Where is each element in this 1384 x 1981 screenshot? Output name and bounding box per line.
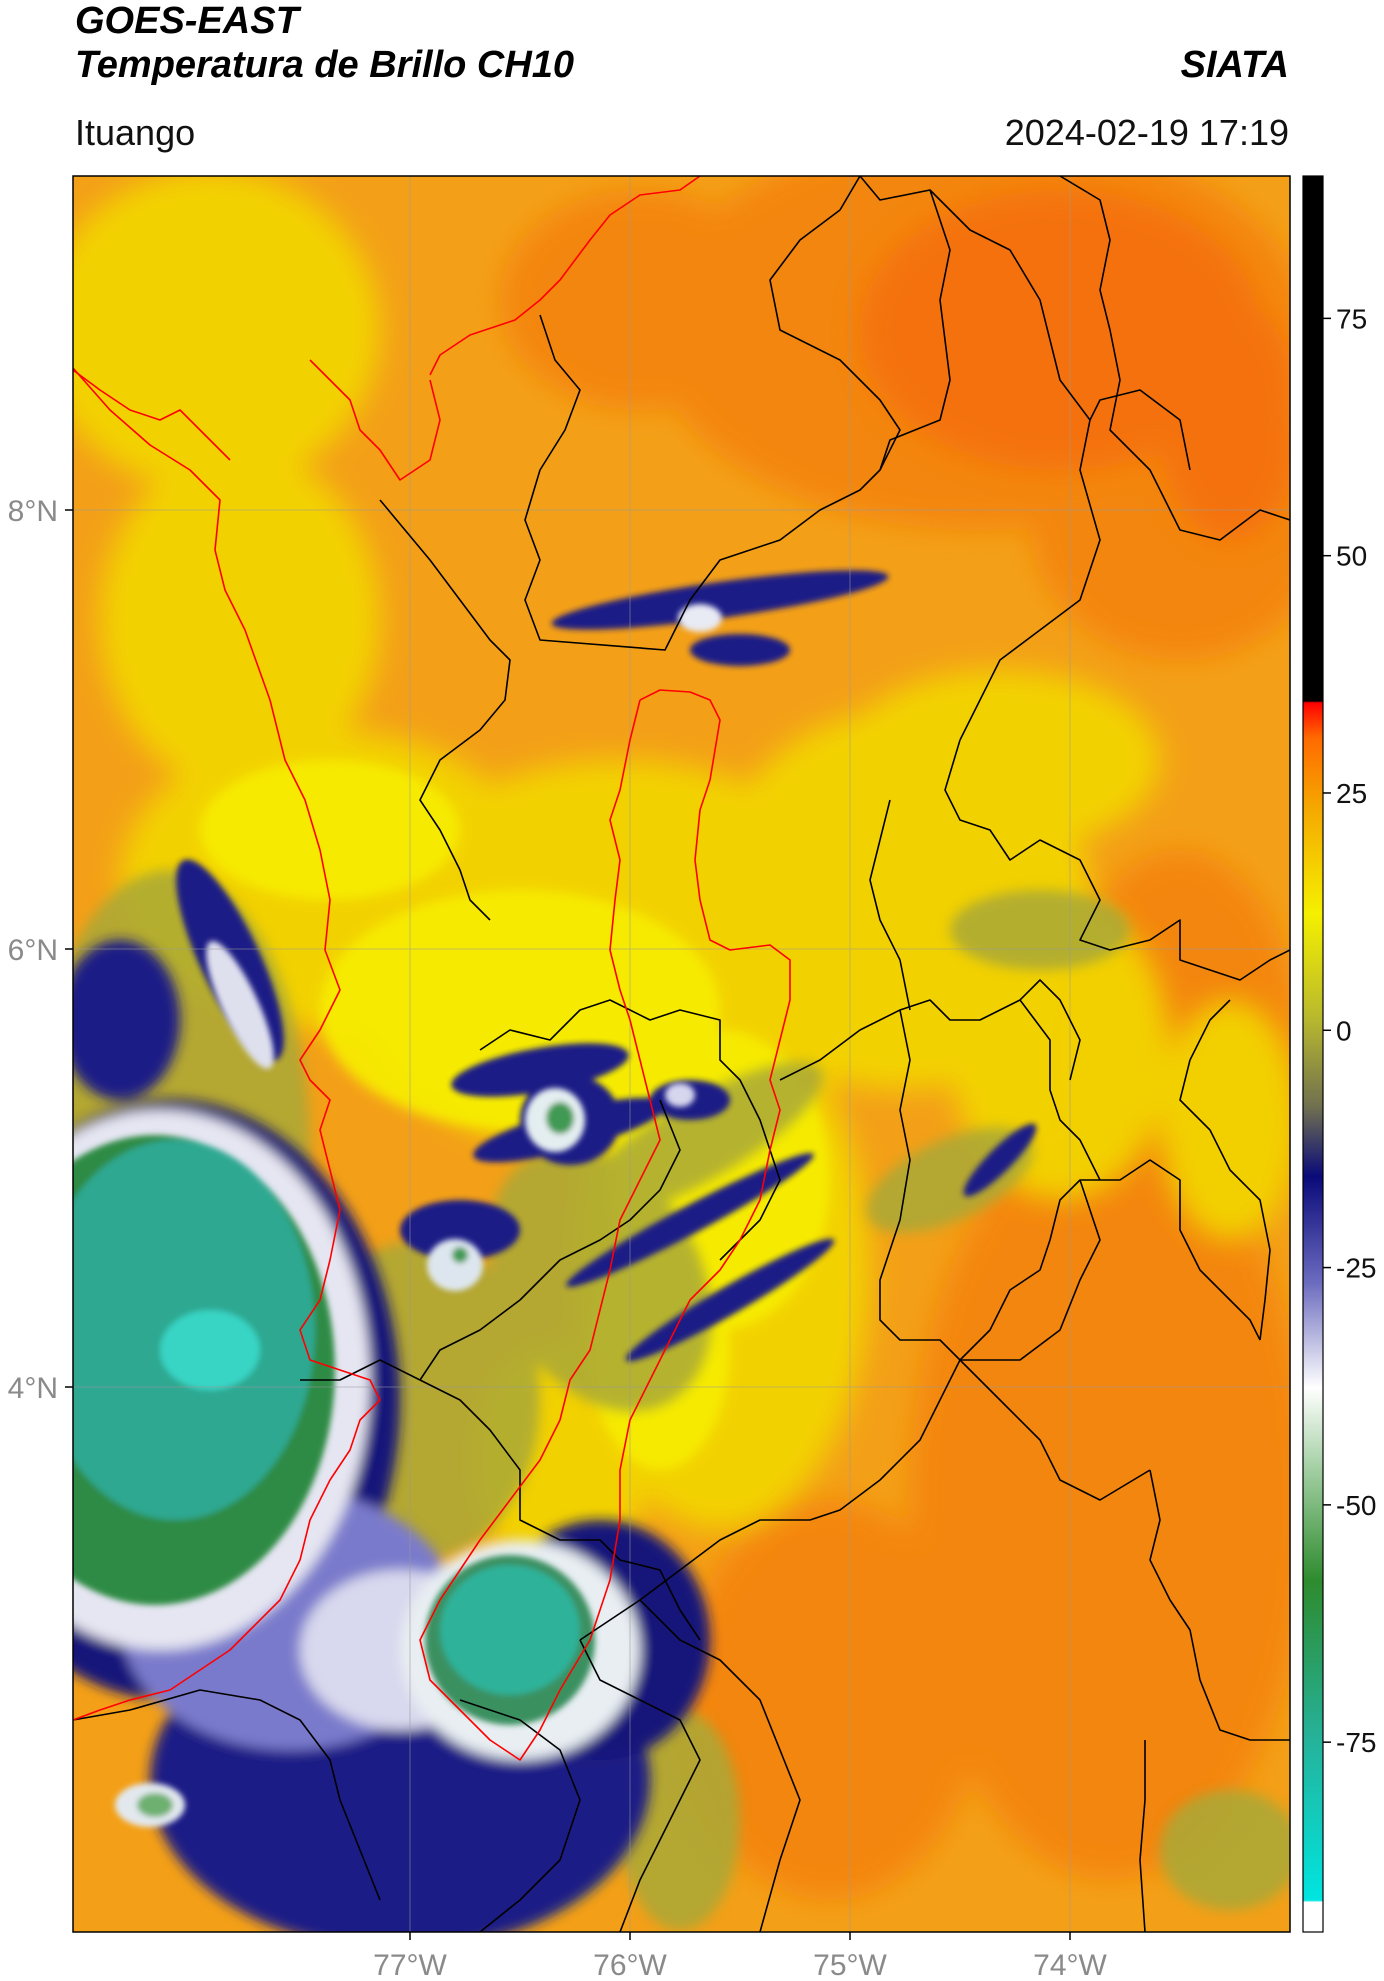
colorbar-tick-label: 75 [1336, 303, 1367, 334]
colorbar: 75 50 25 0 -25 -50 -75 [1302, 175, 1376, 1933]
lon-label-77w: 77°W [373, 1949, 447, 1981]
timestamp-label: 2024-02-19 17:19 [1004, 112, 1289, 153]
lon-label-76w: 76°W [593, 1949, 667, 1981]
map-frame [72, 175, 1291, 1933]
lon-label-74w: 74°W [1033, 1949, 1107, 1981]
colorbar-tick-label: 25 [1336, 778, 1367, 809]
colorbar-tick-label: -25 [1336, 1253, 1376, 1284]
colorbar-gradient [1302, 175, 1324, 1933]
lat-label-8n: 8°N [8, 495, 58, 528]
colorbar-tick-label: 0 [1336, 1015, 1352, 1046]
graticule [73, 176, 1290, 1932]
chart-title-line2: Temperatura de Brillo CH10 [75, 44, 575, 86]
department-borders [73, 176, 1290, 1932]
chart-title-line1: GOES-EAST [75, 0, 299, 42]
lat-label-4n: 4°N [8, 1372, 58, 1405]
colorbar-tick-label: -75 [1336, 1727, 1376, 1758]
lon-label-75w: 75°W [813, 1949, 887, 1981]
brand-label: SIATA [1180, 44, 1289, 86]
lat-label-6n: 6°N [8, 934, 58, 967]
brightness-temperature-field [73, 176, 1290, 1932]
region-borders [73, 176, 791, 1761]
colorbar-tick-label: 50 [1336, 541, 1367, 572]
colorbar-tick-label: -50 [1336, 1490, 1376, 1521]
location-label: Ituango [75, 112, 196, 153]
